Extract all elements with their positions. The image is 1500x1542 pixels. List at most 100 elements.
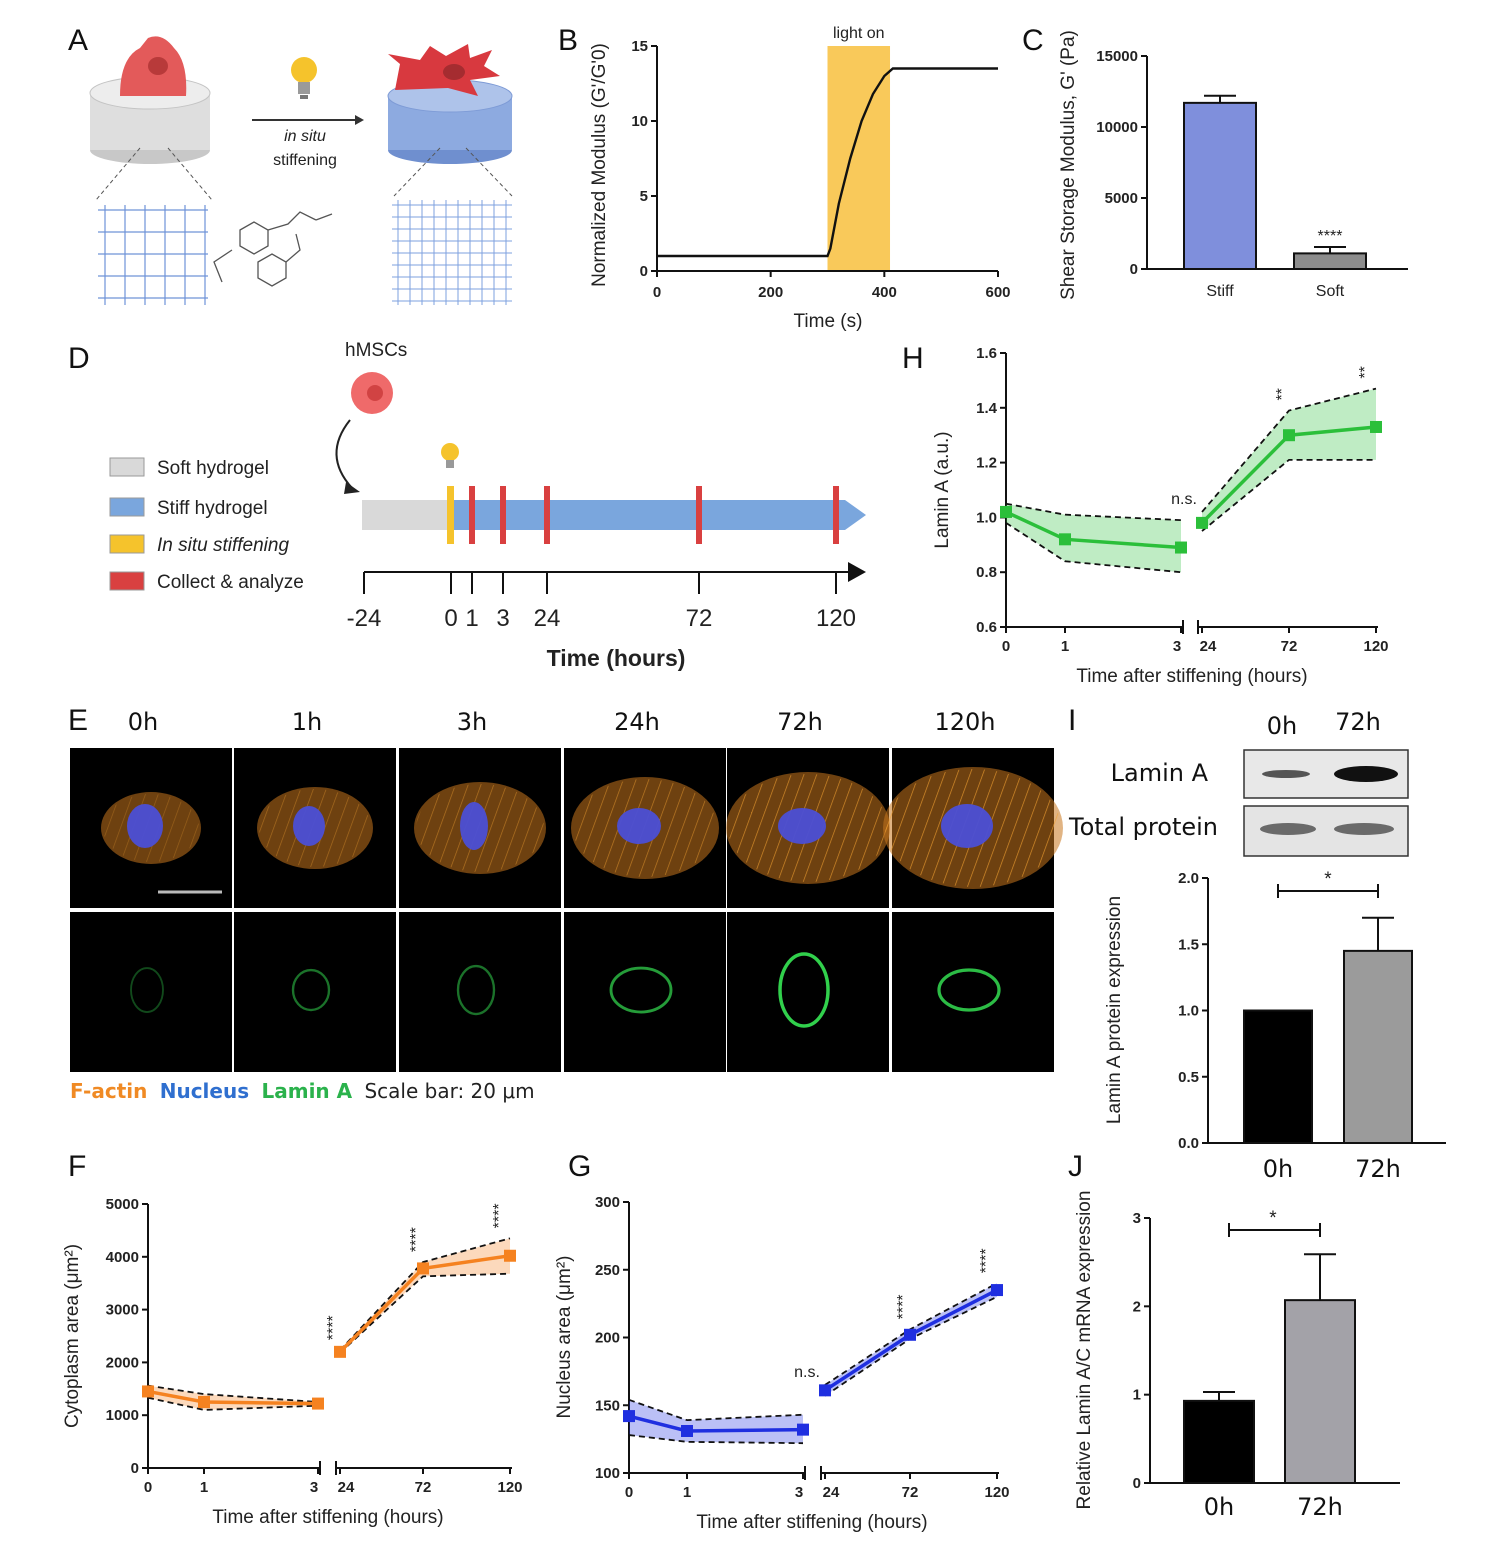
y-tick-label: 0: [131, 1460, 139, 1477]
bar: [1343, 949, 1413, 1144]
collect-marker: [469, 486, 475, 544]
legend-swatch: [109, 457, 145, 477]
panel-label-g: G: [568, 1150, 591, 1183]
nucleus-stain: [778, 808, 826, 844]
legend-label: In situ stiffening: [157, 535, 289, 556]
data-point: [991, 1284, 1003, 1297]
x-category-label: 72h: [1297, 1493, 1343, 1521]
data-point: [1283, 429, 1295, 442]
panel-label-f: F: [68, 1150, 86, 1183]
x-tick-label: 0: [1002, 638, 1010, 655]
x-category-label: 0h: [1204, 1493, 1234, 1521]
blot-row-label: Total protein: [1068, 813, 1218, 841]
y-axis-label: Shear Storage Modulus, G' (Pa): [1058, 30, 1079, 300]
stain-legend: F-actin Nucleus Lamin A Scale bar: 20 μm: [70, 1079, 535, 1103]
light-bulb-icon: [291, 57, 317, 99]
y-tick-label: 2000: [106, 1354, 139, 1371]
panel-g: G 100 150 200 250 300 Nucleus area (μm²) 0 1 3 24…: [554, 1150, 1010, 1533]
western-blot-total-protein: [1243, 805, 1409, 857]
panel-label-e: E: [68, 704, 88, 737]
timeline-tick-label: 72: [686, 605, 713, 632]
legend-label: Collect & analyze: [157, 572, 304, 593]
y-tick-label: 1.5: [1178, 936, 1199, 953]
panel-a: A in situ stiffening: [68, 24, 513, 305]
data-point: [1175, 541, 1187, 554]
significance-label: n.s.: [794, 1364, 820, 1381]
y-tick-label: 15: [631, 38, 648, 55]
x-tick-label: 0: [653, 284, 661, 301]
stiff-network-mesh: [392, 200, 512, 305]
timepoint-headers: 0h 1h 3h 24h 72h 120h: [128, 708, 996, 736]
confidence-band: [1006, 503, 1181, 573]
data-point: [681, 1424, 693, 1437]
y-tick-label: 5: [640, 188, 648, 205]
legend-swatch: [109, 497, 145, 517]
timepoint-header: 24h: [614, 708, 660, 736]
bar: [1243, 1009, 1313, 1144]
upper-bound-line: [628, 1398, 804, 1422]
timepoint-header: 120h: [934, 708, 995, 736]
timeline-ticks: -24 0 1 3 24 72 120: [347, 572, 856, 632]
x-axis-label: Time (s): [794, 311, 863, 332]
y-tick-label: 1.2: [976, 455, 997, 472]
collect-marker: [500, 486, 506, 544]
legend-swatch: [109, 534, 145, 554]
data-point: [1000, 505, 1012, 518]
y-tick-label: 5000: [106, 1196, 139, 1213]
soft-network-mesh: [98, 205, 208, 305]
lamin-a-timecourse-chart: 0.6 0.8 1.0 1.2 1.4 1.6 Lamin A (a.u.) 0 1 3 24 72 1…: [932, 345, 1389, 687]
significance-label: *: [1269, 1208, 1277, 1229]
panel-label-d: D: [68, 342, 90, 375]
blot-header: 0h: [1267, 712, 1297, 740]
upper-bound-line: [1201, 387, 1377, 513]
lower-bound-line: [1201, 458, 1376, 532]
y-tick-label: 0.0: [1178, 1135, 1199, 1152]
x-tick-label: 24: [338, 1479, 355, 1496]
y-tick-label: 1.6: [976, 345, 997, 362]
panel-label-a: A: [68, 24, 88, 57]
significance-label: ****: [1318, 228, 1343, 245]
timepoint-header: 3h: [457, 708, 487, 736]
lamin-a-micrograph: [70, 912, 232, 1072]
data-point: [504, 1249, 516, 1262]
y-axis-label: Cytoplasm area (μm²): [62, 1244, 83, 1428]
y-tick-label: 3: [1133, 1210, 1141, 1227]
x-category-label: 72h: [1355, 1155, 1401, 1183]
y-tick-label: 0.8: [976, 564, 997, 581]
y-tick-label: 0: [1130, 261, 1138, 278]
timeline-tick-label: -24: [347, 605, 382, 632]
panel-f: F 0 1000 2000 3000 4000 5000 Cytoplasm area (μ…: [62, 1150, 523, 1528]
soft-hydrogel-bar: [362, 500, 450, 530]
y-tick-label: 200: [595, 1330, 620, 1347]
panel-label-i: I: [1068, 704, 1076, 737]
x-tick-label: 400: [872, 284, 897, 301]
panel-e: E 0h 1h 3h 24h 72h 120h F-actin Nucleus Lamin…: [68, 704, 1063, 1103]
light-on-label: light on: [833, 25, 885, 42]
panel-c: C 0 5000 10000 15000 Shear Storage Modulus, …: [1022, 24, 1408, 300]
lamin-mrna-chart: 0 1 2 3 Relative Lamin A/C mRNA expression 0h…: [1074, 1191, 1400, 1521]
y-tick-label: 2: [1133, 1298, 1141, 1315]
soft-hydrogel-illustration: [89, 36, 211, 164]
data-point: [1370, 420, 1382, 433]
y-tick-label: 1.0: [976, 509, 997, 526]
y-tick-label: 15000: [1096, 48, 1138, 65]
x-tick-label: 1: [1061, 638, 1069, 655]
data-point: [142, 1385, 154, 1398]
collect-marker: [696, 486, 702, 544]
significance-label: n.s.: [1171, 491, 1197, 508]
stiffening-marker: [447, 486, 454, 544]
y-tick-label: 100: [595, 1465, 620, 1482]
lamin-a-micrograph: [399, 912, 561, 1072]
y-tick-label: 10: [631, 113, 648, 130]
y-tick-label: 250: [595, 1262, 620, 1279]
lamin-a-micrograph: [727, 912, 889, 1072]
arrow-label: stiffening: [273, 152, 337, 169]
lamin-a-ring: [291, 968, 331, 1012]
nucleus-stain: [460, 802, 488, 850]
timeline-tick-label: 24: [534, 605, 561, 632]
panel-label-h: H: [902, 342, 924, 375]
y-tick-label: 0.5: [1178, 1069, 1199, 1086]
significance-label: ****: [895, 1294, 912, 1319]
y-tick-label: 1: [1133, 1387, 1141, 1404]
lamin-a-ring: [778, 952, 830, 1028]
